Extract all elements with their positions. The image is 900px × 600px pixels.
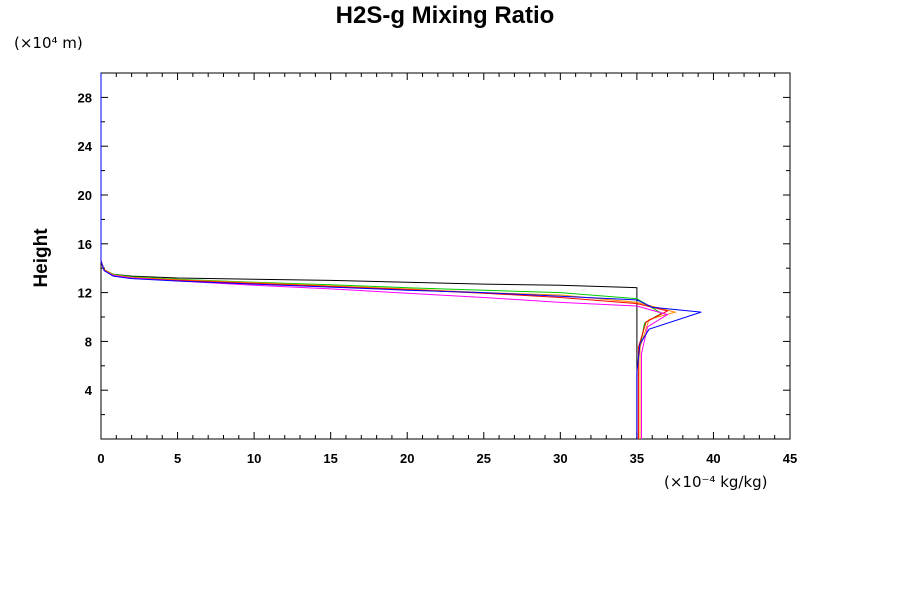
series-line-4 (100, 73, 669, 439)
series-line-3 (100, 73, 678, 439)
chart-title: H2S-g Mixing Ratio (335, 2, 555, 29)
y-tick-label: 4 (85, 383, 93, 398)
series-line-1 (100, 73, 638, 439)
series-line-5 (100, 73, 669, 439)
y-tick-label: 16 (78, 237, 92, 252)
y-tick-label: 28 (78, 90, 92, 105)
axis-ticks: 0 5 10 15 20 25 30 35 40 45 4 8 12 16 20 24 28 (78, 72, 797, 466)
y-tick-label: 20 (78, 188, 92, 203)
x-tick-label: 30 (553, 451, 567, 466)
x-tick-label: 25 (477, 451, 491, 466)
plot-frame (100, 72, 791, 440)
x-tick-label: 15 (323, 451, 337, 466)
series-line-2 (100, 73, 663, 439)
series-group (100, 73, 702, 439)
x-tick-label: 35 (630, 451, 644, 466)
y-tick-label: 12 (78, 286, 92, 301)
x-tick-label: 45 (783, 451, 797, 466)
x-tick-label: 20 (400, 451, 414, 466)
x-tick-label: 40 (706, 451, 720, 466)
x-tick-label: 10 (247, 451, 261, 466)
x-tick-label: 0 (97, 451, 104, 466)
x-tick-label: 5 (174, 451, 181, 466)
y-axis-units: (×10⁴ m) (14, 34, 83, 52)
x-axis-units: (×10⁻⁴ kg/kg) (664, 473, 768, 491)
series-line-6 (100, 73, 702, 439)
y-tick-label: 24 (78, 139, 93, 154)
y-tick-label: 8 (85, 334, 92, 349)
